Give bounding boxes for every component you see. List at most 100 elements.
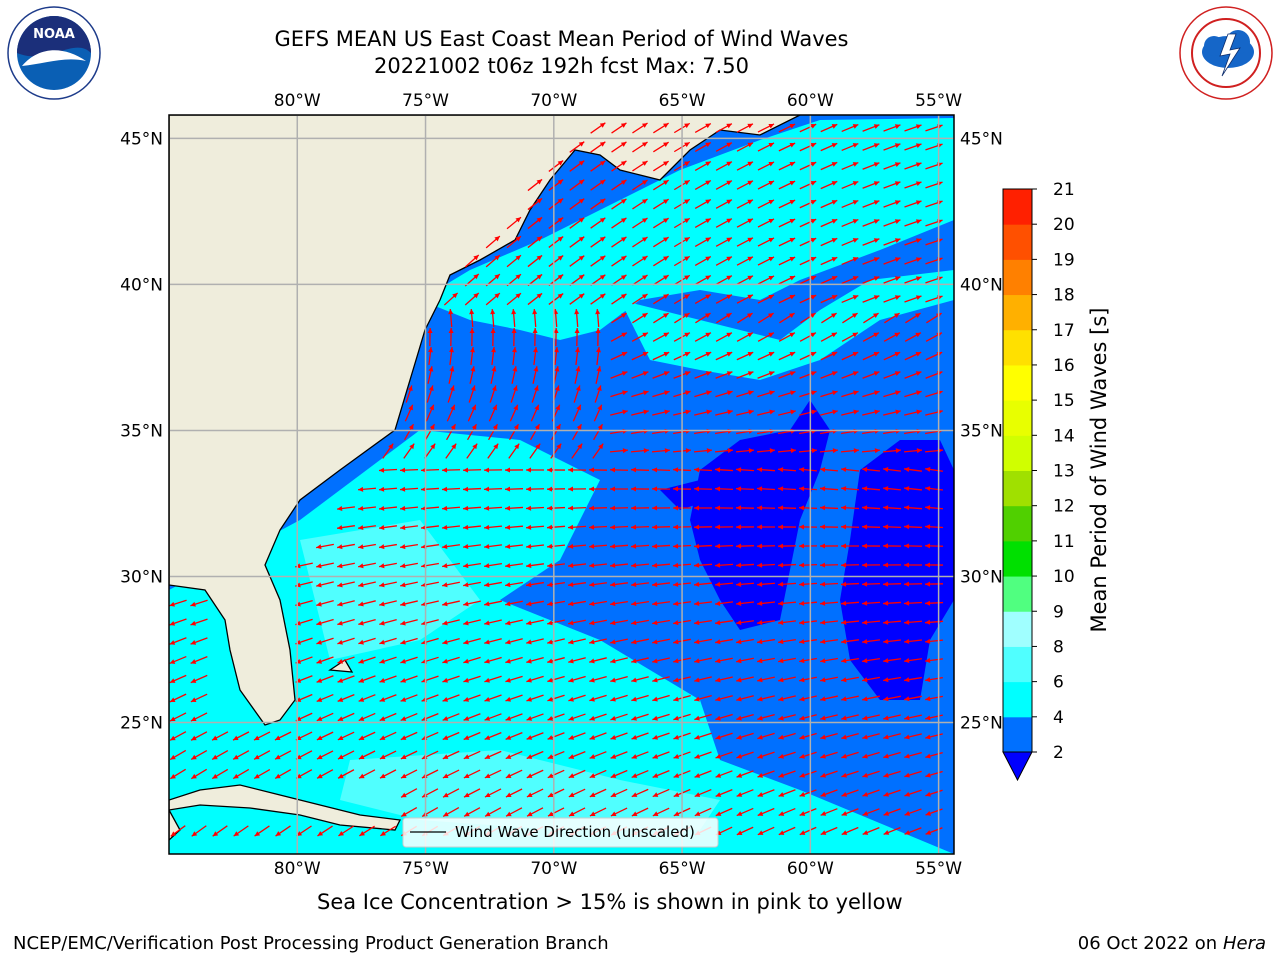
arrow-head <box>449 366 455 372</box>
colorbar-segment <box>1003 259 1032 296</box>
arrow-head <box>883 467 889 472</box>
arrow-head <box>337 658 344 664</box>
arrow-head <box>515 293 521 299</box>
arrow-head <box>799 467 805 473</box>
arrow-head <box>925 466 931 472</box>
arrow-head <box>358 735 365 740</box>
arrow-head <box>726 332 732 338</box>
arrow-head <box>652 524 658 530</box>
arrow-head <box>337 716 344 721</box>
arrow-head <box>841 715 847 721</box>
arrow-head <box>684 371 691 376</box>
arrow-head <box>599 236 606 242</box>
arrow-head <box>894 181 901 186</box>
arrow-head <box>631 601 637 607</box>
arrow-head <box>789 219 796 224</box>
arrow-head <box>547 582 553 588</box>
arrow-head <box>694 486 700 492</box>
arrow-head <box>452 292 458 299</box>
arrow-head <box>778 620 784 625</box>
arrow-head <box>400 716 407 721</box>
wind-wave-arrows <box>169 122 944 837</box>
arrow-head <box>747 237 753 243</box>
arrow-head <box>852 257 859 262</box>
arrow-head <box>337 639 343 645</box>
arrow-head <box>631 486 637 492</box>
arrow-head <box>768 332 774 338</box>
arrow-head <box>915 181 922 187</box>
arrow-head <box>757 524 763 530</box>
arrow-head <box>358 716 365 721</box>
arrow-head <box>715 505 721 511</box>
colorbar-tick-label: 19 <box>1053 250 1075 270</box>
arrow-head <box>684 218 690 224</box>
arrow-head <box>841 677 847 683</box>
arrow-head <box>862 467 868 473</box>
arrow-head <box>576 424 582 430</box>
arrow-head <box>747 275 753 281</box>
footer-right: 06 Oct 2022 on Hera <box>1078 933 1266 954</box>
arrow-head <box>641 142 648 147</box>
arrow-head <box>841 830 848 835</box>
arrow-head <box>631 620 637 626</box>
arrow-head <box>526 735 533 740</box>
colorbar-segment <box>1003 681 1032 718</box>
arrow-head <box>715 581 721 587</box>
arrow-head <box>511 309 517 315</box>
arrow-head <box>862 600 868 606</box>
arrow-head <box>169 678 176 683</box>
arrow-head <box>726 161 732 167</box>
arrow-head <box>684 275 690 281</box>
arrow-head <box>925 810 932 816</box>
arrow-head <box>673 486 679 492</box>
arrow-head <box>595 309 601 315</box>
arrow-head <box>642 332 648 338</box>
arrow-head <box>705 313 711 318</box>
arrow-head <box>337 601 343 607</box>
arrow-head <box>705 294 711 300</box>
arrow-head <box>589 735 596 740</box>
arrow-head <box>778 677 784 683</box>
arrow-head <box>673 773 680 778</box>
arrow-head <box>831 332 837 338</box>
arrow-head <box>799 600 805 606</box>
arrow-head <box>841 581 847 587</box>
arrow-head <box>631 734 638 740</box>
arrow-head <box>490 347 496 353</box>
arrow-head <box>233 831 240 837</box>
arrow-head <box>526 601 532 607</box>
island <box>328 659 354 673</box>
arrow-head <box>631 792 638 797</box>
footer-date: 06 Oct 2022 on <box>1077 933 1223 954</box>
arrow-head <box>862 543 868 549</box>
arrow-head <box>316 639 322 645</box>
arrow-head <box>620 122 627 128</box>
arrow-head <box>831 219 838 224</box>
arrow-head <box>610 696 616 702</box>
arrow-head <box>408 404 413 411</box>
arrow-head <box>358 544 364 550</box>
arrow-head <box>599 217 606 223</box>
arrow-head <box>883 677 889 683</box>
arrow-head <box>831 313 837 318</box>
arrow-head <box>514 443 520 450</box>
arrow-head <box>442 486 448 492</box>
arrow-head <box>663 142 669 148</box>
arrow-head <box>568 582 574 588</box>
arrow-head <box>694 773 701 778</box>
colorbar-segment <box>1003 400 1032 436</box>
arrow-head <box>841 562 847 568</box>
arrow-head <box>799 658 805 664</box>
noaa-logo-icon: NOAA <box>7 6 101 100</box>
arrow-head <box>883 658 889 664</box>
arrow-head <box>484 524 490 530</box>
arrow-head <box>536 255 543 261</box>
arrow-head <box>726 199 732 205</box>
arrow-head <box>589 754 596 759</box>
arrow-head <box>705 256 711 262</box>
arrow-head <box>610 677 616 683</box>
arrow-head <box>873 124 880 129</box>
arrow-head <box>904 524 910 530</box>
arrow-head <box>631 811 638 816</box>
arrow-head <box>778 792 785 797</box>
